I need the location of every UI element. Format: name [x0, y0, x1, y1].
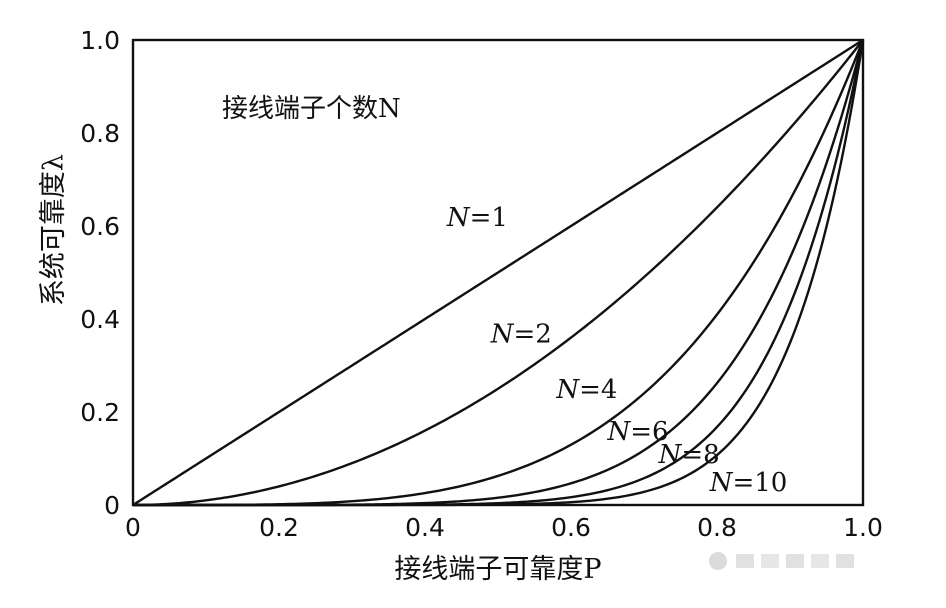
- curve-label: N=10: [709, 468, 788, 498]
- x-tick-label: 0.2: [259, 513, 299, 542]
- curve-label: N=4: [555, 375, 617, 405]
- y-tick-label: 0.6: [80, 212, 120, 241]
- y-tick-label: 0.4: [80, 305, 120, 334]
- x-axis-label: 接线端子可靠度P: [394, 554, 601, 585]
- y-tick-label: 1.0: [80, 26, 120, 55]
- x-tick-label: 0.4: [405, 513, 445, 542]
- y-tick-label: 0: [104, 491, 120, 520]
- series-line-n2: [132, 39, 864, 507]
- y-tick-label: 0.8: [80, 119, 120, 148]
- series-line-n1: [132, 38, 864, 507]
- series-line-n10: [133, 39, 865, 507]
- series-layer: [132, 38, 865, 507]
- x-tick-label: 0: [125, 513, 141, 542]
- x-tick-label: 0.6: [551, 513, 591, 542]
- x-tick-label: 1.0: [843, 513, 883, 542]
- curve-label: N=1: [446, 203, 508, 233]
- curve-label-layer: N=1 N=2N=4 N=6N=8N=10: [446, 203, 787, 498]
- curve-label: N=2: [490, 319, 552, 349]
- x-tick-label: 0.8: [697, 513, 737, 542]
- curve-label: N=8: [658, 440, 720, 470]
- y-tick-label: 0.2: [80, 398, 120, 427]
- curve-label: N=6: [607, 417, 669, 447]
- y-axis-label: 系统可靠度λ: [38, 154, 69, 306]
- watermark-icon: [709, 552, 854, 570]
- legend-annotation: 接线端子个数N: [222, 94, 401, 124]
- tick-layer: 0 0.2 0.4 0.6 0.8 1.0 0 0.2 0.4 0.6 0.8 1.0: [80, 26, 883, 542]
